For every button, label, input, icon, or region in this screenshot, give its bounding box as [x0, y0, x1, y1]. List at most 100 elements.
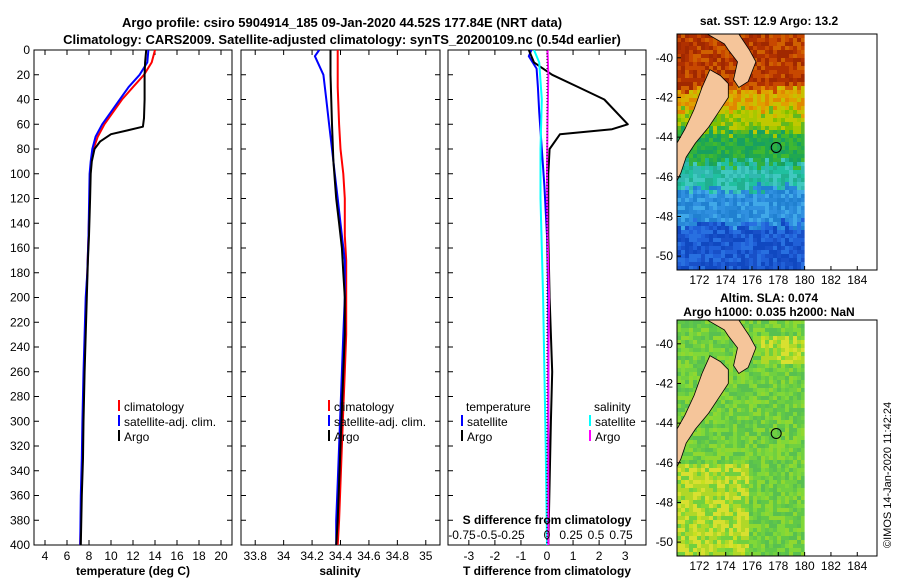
- heat-cell: [753, 226, 758, 231]
- heat-cell: [765, 472, 770, 477]
- heat-cell: [681, 198, 686, 203]
- heat-cell: [689, 222, 694, 227]
- heat-cell: [793, 214, 798, 219]
- heat-cell: [797, 324, 802, 329]
- heat-cell: [745, 254, 750, 259]
- heat-cell: [677, 78, 682, 83]
- heat-cell: [689, 162, 694, 167]
- heat-cell: [785, 488, 790, 493]
- heat-cell: [693, 70, 698, 75]
- heat-cell: [765, 468, 770, 473]
- heat-cell: [793, 74, 798, 79]
- heat-cell: [737, 388, 742, 393]
- heat-cell: [757, 352, 762, 357]
- heat-cell: [765, 202, 770, 207]
- heat-cell: [681, 364, 686, 369]
- heat-cell: [777, 90, 782, 95]
- heat-cell: [705, 214, 710, 219]
- heat-cell: [741, 516, 746, 521]
- heat-cell: [705, 66, 710, 71]
- heat-cell: [765, 54, 770, 59]
- heat-cell: [689, 452, 694, 457]
- s-diff-tick-label: 0.75: [609, 528, 633, 542]
- heat-cell: [717, 54, 722, 59]
- heat-cell: [693, 444, 698, 449]
- heat-cell: [781, 34, 786, 39]
- heat-cell: [761, 540, 766, 545]
- heat-cell: [769, 460, 774, 465]
- heat-cell: [753, 262, 758, 267]
- heat-cell: [801, 98, 806, 103]
- heat-cell: [777, 98, 782, 103]
- heat-cell: [761, 86, 766, 91]
- heat-cell: [785, 38, 790, 43]
- heat-cell: [705, 444, 710, 449]
- heat-cell: [701, 448, 706, 453]
- heat-cell: [733, 206, 738, 211]
- x-tick-label: 34.8: [386, 549, 410, 563]
- heat-cell: [677, 416, 682, 421]
- heat-cell: [733, 516, 738, 521]
- sla-map-title-line2: Argo h1000: 0.035 h2000: NaN: [683, 305, 854, 319]
- heat-cell: [749, 246, 754, 251]
- heat-cell: [765, 214, 770, 219]
- heat-cell: [781, 94, 786, 99]
- heat-cell: [741, 472, 746, 477]
- heat-cell: [737, 408, 742, 413]
- heat-cell: [741, 146, 746, 151]
- heat-cell: [737, 500, 742, 505]
- heat-cell: [777, 34, 782, 39]
- heat-cell: [777, 348, 782, 353]
- heat-cell: [721, 536, 726, 541]
- heat-cell: [801, 328, 806, 333]
- heat-cell: [797, 78, 802, 83]
- heat-cell: [697, 372, 702, 377]
- heat-cell: [701, 524, 706, 529]
- heat-cell: [761, 460, 766, 465]
- heat-cell: [737, 202, 742, 207]
- heat-cell: [737, 380, 742, 385]
- heat-cell: [685, 464, 690, 469]
- heat-cell: [781, 424, 786, 429]
- heat-cell: [713, 540, 718, 545]
- heat-cell: [693, 262, 698, 267]
- heat-cell: [741, 134, 746, 139]
- heat-cell: [753, 210, 758, 215]
- heat-cell: [757, 130, 762, 135]
- heat-cell: [761, 258, 766, 263]
- heat-cell: [681, 202, 686, 207]
- heat-cell: [725, 536, 730, 541]
- heat-cell: [785, 154, 790, 159]
- heat-cell: [745, 524, 750, 529]
- sst-no-data-region: [804, 34, 877, 270]
- heat-cell: [725, 388, 730, 393]
- heat-cell: [701, 142, 706, 147]
- heat-cell: [717, 332, 722, 337]
- s-diff-tick-label: -0.25: [497, 528, 525, 542]
- heat-cell: [737, 480, 742, 485]
- heat-cell: [749, 360, 754, 365]
- heat-cell: [789, 344, 794, 349]
- heat-cell: [705, 436, 710, 441]
- heat-cell: [793, 448, 798, 453]
- heat-cell: [801, 468, 806, 473]
- heat-cell: [773, 118, 778, 123]
- heat-cell: [769, 404, 774, 409]
- temperature-xlabel: temperature (deg C): [76, 564, 190, 578]
- heat-cell: [689, 62, 694, 67]
- heat-cell: [765, 396, 770, 401]
- heat-cell: [725, 356, 730, 361]
- heat-cell: [789, 170, 794, 175]
- heat-cell: [717, 348, 722, 353]
- heat-cell: [797, 532, 802, 537]
- heat-cell: [729, 74, 734, 79]
- heat-cell: [761, 444, 766, 449]
- heat-cell: [765, 404, 770, 409]
- heat-cell: [741, 194, 746, 199]
- heat-cell: [705, 238, 710, 243]
- heat-cell: [749, 364, 754, 369]
- heat-cell: [689, 154, 694, 159]
- heat-cell: [753, 456, 758, 461]
- heat-cell: [793, 436, 798, 441]
- heat-cell: [733, 508, 738, 513]
